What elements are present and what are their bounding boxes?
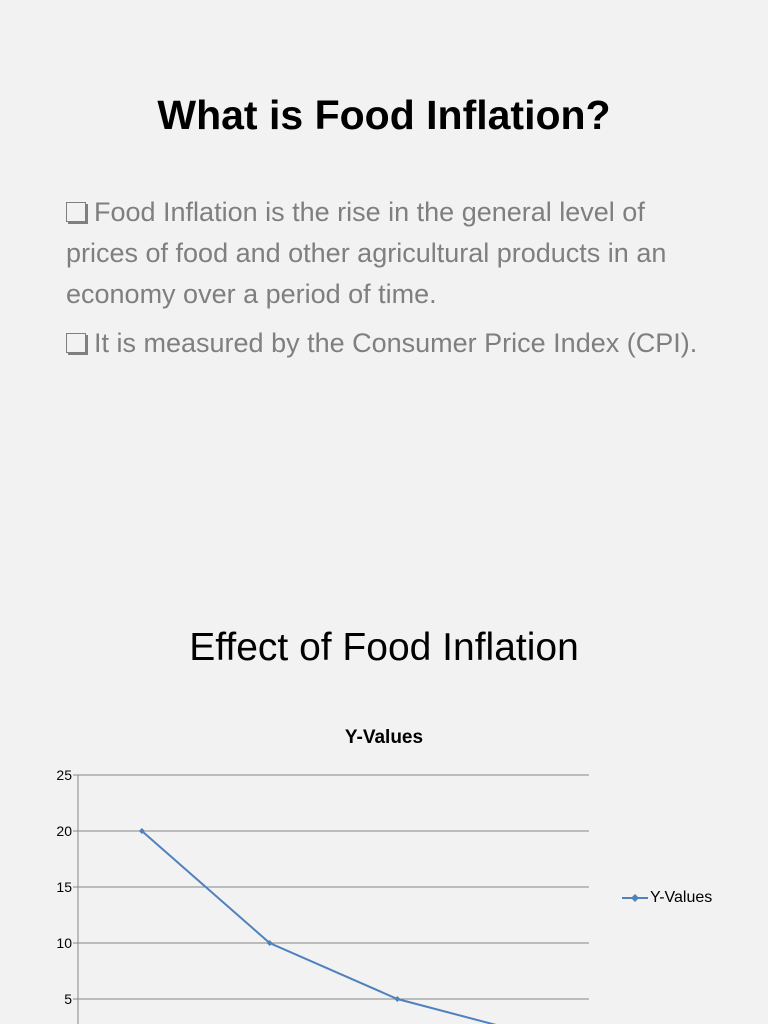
checkbox-bullet-icon <box>66 333 86 353</box>
y-tick-label: 25 <box>56 767 72 783</box>
y-tick-label: 5 <box>64 991 72 1007</box>
data-point <box>138 828 145 834</box>
y-tick-label: 10 <box>56 935 72 951</box>
bullet-list: Food Inflation is the rise in the genera… <box>66 192 716 372</box>
data-point <box>266 940 273 946</box>
y-tick-label: 15 <box>56 879 72 895</box>
bullet-item: It is measured by the Consumer Price Ind… <box>66 323 716 364</box>
chart-title: Y-Values <box>344 727 424 748</box>
slide-title: Effect of Food Inflation <box>189 626 579 669</box>
slide-what-is-food-inflation: What is Food Inflation? Food Inflation i… <box>66 92 716 372</box>
data-point <box>394 996 401 1002</box>
chart-legend: Y-Values <box>622 889 712 907</box>
series-line <box>141 830 497 1024</box>
slide-title: What is Food Inflation? <box>157 92 611 138</box>
legend-label: Y-Values <box>650 889 713 906</box>
checkbox-bullet-icon <box>66 202 86 222</box>
legend-line-icon <box>622 894 648 902</box>
bullet-item: Food Inflation is the rise in the genera… <box>66 192 716 315</box>
y-tick-label: 20 <box>56 823 72 839</box>
bullet-text: It is measured by the Consumer Price Ind… <box>94 328 698 358</box>
line-chart: 25 20 15 10 5 <box>56 767 589 1024</box>
bullet-text: Food Inflation is the rise in the genera… <box>66 197 667 309</box>
